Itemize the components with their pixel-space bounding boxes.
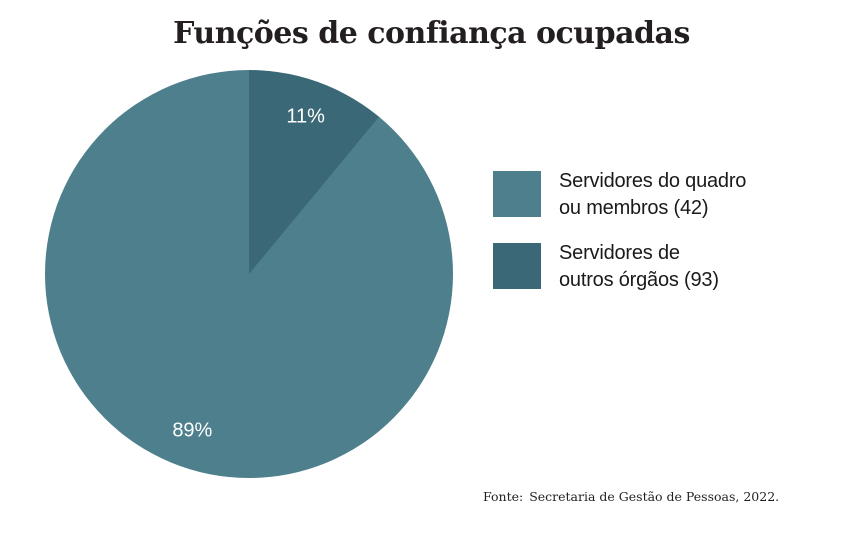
legend-label-outros: Servidores de outros órgãos (93) (559, 240, 719, 294)
legend-label-line: Servidores de (559, 242, 680, 264)
legend-label-line: Servidores do quadro (559, 170, 747, 192)
legend-item-outros: Servidores de outros órgãos (93) (493, 240, 746, 294)
legend-swatch-quadro (493, 171, 541, 217)
pie-slice-label-minor: 11% (286, 105, 325, 128)
legend: Servidores do quadro ou membros (42) Ser… (493, 168, 746, 294)
legend-label-line: ou membros (42) (559, 197, 709, 219)
source-note: Fonte: Secretaria de Gestão de Pessoas, 2… (483, 489, 779, 504)
legend-swatch-outros (493, 243, 541, 289)
legend-label-line: outros órgãos (93) (559, 269, 719, 291)
pie-slice-label-major: 89% (172, 419, 213, 442)
legend-item-quadro: Servidores do quadro ou membros (42) (493, 168, 746, 222)
source-prefix: Fonte: (483, 489, 524, 504)
chart-title: Funções de confiança ocupadas (173, 16, 690, 51)
source-text: Secretaria de Gestão de Pessoas, 2022. (529, 489, 780, 504)
legend-label-quadro: Servidores do quadro ou membros (42) (559, 168, 746, 222)
pie-chart: 89% 11% (45, 70, 453, 478)
